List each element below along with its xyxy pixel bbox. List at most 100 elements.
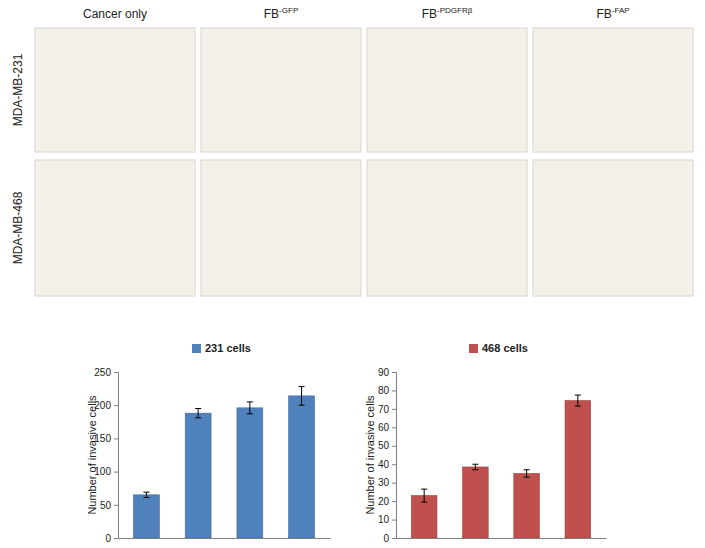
legend-label: 468 cells (482, 342, 528, 354)
y-tick-label: 0 (105, 533, 111, 544)
y-tick-mark (114, 538, 118, 539)
error-bar-cap (421, 489, 427, 490)
y-tick: 40 (378, 459, 396, 470)
figure: Cancer onlyFB-GFPFB-PDGFRβFB-FAPMDA-MB-2… (0, 0, 705, 548)
error-bar (299, 387, 305, 406)
x-axis-line (397, 538, 607, 539)
error-bar-cap (575, 406, 581, 407)
error-bar-cap (472, 464, 478, 465)
bar (411, 496, 437, 538)
bar (185, 413, 211, 538)
error-bar-cap (195, 408, 201, 409)
row-label: MDA-MB-468 (11, 191, 25, 264)
micrograph-panel (367, 160, 527, 296)
legend: 468 cells (469, 342, 528, 354)
y-tick-mark (392, 390, 396, 391)
error-bar-cap (299, 386, 305, 387)
y-tick: 50 (100, 500, 118, 511)
y-tick: 0 (383, 533, 396, 544)
column-label-sup: -FAP (612, 6, 630, 15)
y-tick: 50 (378, 440, 396, 451)
error-bar-cap (524, 477, 530, 478)
y-tick-mark (392, 538, 396, 539)
y-tick-mark (114, 505, 118, 506)
plot-area (411, 395, 590, 538)
y-tick-mark (392, 446, 396, 447)
plot-area (134, 387, 315, 538)
y-tick: 10 (378, 514, 396, 525)
micrograph-panel (201, 28, 361, 152)
error-bar-cap (575, 395, 581, 396)
y-tick-label: 20 (378, 496, 390, 507)
error-bar-cap (524, 469, 530, 470)
y-axis-title: Number of invasive cells (364, 395, 376, 515)
error-bar-stem (475, 464, 476, 470)
bar-chart: 0102030405060708090Number of invasive ce… (364, 342, 607, 544)
error-bar-cap (421, 502, 427, 503)
column-label: FB-GFP (264, 6, 298, 21)
y-axis-line (392, 373, 397, 539)
legend: 231 cells (192, 342, 251, 354)
y-tick-label: 50 (378, 440, 390, 451)
micrograph-panel (35, 28, 195, 152)
y-tick-mark (114, 372, 118, 373)
bar (514, 473, 540, 538)
y-tick-label: 50 (100, 500, 112, 511)
error-bar (524, 470, 530, 477)
y-tick-mark (392, 409, 396, 410)
bar (289, 396, 315, 538)
column-label-text: FB (596, 7, 611, 21)
y-tick-mark (392, 520, 396, 521)
y-tick-label: 60 (378, 422, 390, 433)
column-label: FB-FAP (596, 6, 629, 21)
y-tick: 60 (378, 422, 396, 433)
error-bar-stem (198, 409, 199, 418)
y-tick-mark (114, 438, 118, 439)
column-label-sup: -PDGFRβ (437, 6, 473, 15)
column-label-text: FB (264, 7, 279, 21)
error-bar-stem (146, 492, 147, 497)
error-bar (143, 492, 149, 497)
column-label-text: FB (422, 7, 437, 21)
y-tick-label: 40 (378, 459, 390, 470)
y-tick: 80 (378, 385, 396, 396)
micrograph-panel (201, 160, 361, 296)
y-tick-mark (392, 427, 396, 428)
y-tick-label: 80 (378, 385, 390, 396)
y-tick: 70 (378, 404, 396, 415)
y-tick-mark (114, 472, 118, 473)
bar (237, 408, 263, 538)
error-bar-stem (249, 402, 250, 414)
y-tick: 250 (94, 367, 118, 378)
error-bar (195, 409, 201, 418)
y-tick-mark (392, 372, 396, 373)
y-tick-label: 10 (378, 514, 390, 525)
y-tick-mark (392, 483, 396, 484)
y-tick: 0 (105, 533, 118, 544)
y-tick-label: 250 (94, 367, 111, 378)
error-bar-stem (424, 489, 425, 502)
micrograph-panel (35, 160, 195, 296)
error-bar-cap (195, 417, 201, 418)
row-label: MDA-MB-231 (11, 53, 25, 126)
column-label: Cancer only (83, 7, 147, 21)
error-bar-cap (247, 401, 253, 402)
x-axis (119, 538, 331, 540)
error-bar-cap (143, 497, 149, 498)
bar (565, 401, 591, 538)
micrograph-panel (533, 28, 693, 152)
y-axis-line (114, 373, 119, 539)
column-label-sup: -GFP (279, 6, 298, 15)
legend-swatch (469, 344, 478, 353)
y-tick: 90 (378, 367, 396, 378)
y-tick-label: 90 (378, 367, 390, 378)
error-bar-stem (301, 387, 302, 406)
bar (463, 467, 489, 538)
error-bar-cap (472, 469, 478, 470)
y-tick-mark (114, 405, 118, 406)
y-tick-mark (392, 501, 396, 502)
error-bar-cap (143, 492, 149, 493)
column-label-text: Cancer only (83, 7, 147, 21)
y-tick-label: 0 (383, 533, 389, 544)
error-bar-stem (577, 395, 578, 406)
